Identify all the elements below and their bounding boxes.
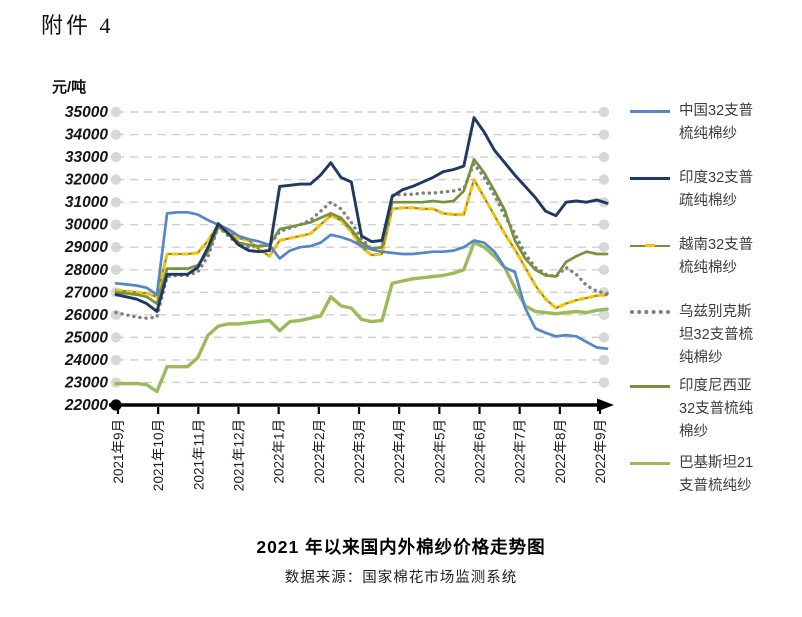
y-axis-unit-label: 元/吨 (52, 79, 87, 96)
chart-legend: 中国32支普 梳纯棉纱 印度32支普 疏纯棉纱 越南32支普 梳纯棉纱乌兹别克斯 坦… (630, 100, 802, 498)
legend-item-uzbekistan: 乌兹别克斯 坦32支普梳 纯棉纱 (630, 301, 802, 370)
x-axis-label: 2021年12月 (232, 419, 247, 491)
x-axis-label: 2022年1月 (272, 419, 287, 484)
x-axis-label: 2022年8月 (553, 419, 568, 484)
chart-title: 2021 年以来国内外棉纱价格走势图 (256, 537, 546, 557)
price-trend-chart: 22000 23000 24000 25000 26000 27000 28000 29000… (64, 104, 614, 491)
legend-swatch-indonesia-icon (630, 384, 670, 389)
svg-text:30000: 30000 (65, 217, 108, 234)
legend-swatch-pakistan-icon (630, 461, 670, 466)
svg-text:33000: 33000 (65, 149, 108, 166)
x-axis-label: 2022年5月 (432, 419, 447, 484)
x-axis-label: 2022年2月 (312, 419, 327, 484)
svg-text:27000: 27000 (64, 284, 108, 301)
source-note: 数据来源：国家棉花市场监测系统 (284, 570, 518, 586)
x-axis-label: 2021年10月 (151, 419, 166, 491)
legend-item-vietnam: 越南32支普 梳纯棉纱 (630, 234, 802, 280)
grid (110, 106, 610, 388)
x-axis-label: 2021年9月 (111, 419, 126, 484)
x-axis (109, 398, 614, 414)
legend-item-china: 中国32支普 梳纯棉纱 (630, 100, 802, 146)
x-axis-label: 2022年3月 (352, 419, 367, 484)
y-axis-labels: 22000 23000 24000 25000 26000 27000 28000 29000… (64, 104, 108, 414)
legend-item-india: 印度32支普 疏纯棉纱 (630, 167, 802, 213)
legend-item-indonesia: 印度尼西亚 32支普梳纯 棉纱 (630, 375, 802, 444)
svg-text:22000: 22000 (64, 397, 108, 414)
series-pakistan (114, 240, 609, 394)
svg-text:35000: 35000 (65, 104, 108, 121)
x-axis-label: 2022年4月 (392, 419, 407, 484)
series-india (114, 116, 609, 313)
svg-text:28000: 28000 (64, 262, 108, 279)
svg-text:29000: 29000 (64, 239, 108, 256)
x-axis-labels: 2021年9月 2021年10月 2021年11月 2021年12月 2022年1月 20… (111, 419, 608, 491)
legend-label-india: 印度32支普 疏纯棉纱 (679, 170, 754, 209)
svg-text:24000: 24000 (64, 352, 108, 369)
svg-text:23000: 23000 (64, 374, 108, 391)
svg-text:32000: 32000 (65, 172, 108, 189)
svg-text:31000: 31000 (65, 194, 108, 211)
legend-item-pakistan: 巴基斯坦21 支普梳纯纱 (630, 452, 802, 498)
legend-label-pakistan: 巴基斯坦21 支普梳纯纱 (679, 455, 754, 494)
x-axis-label: 2022年7月 (513, 419, 528, 484)
legend-swatch-india-icon (630, 176, 670, 181)
legend-label-indonesia: 印度尼西亚 32支普梳纯 棉纱 (679, 378, 754, 440)
legend-label-uzbekistan: 乌兹别克斯 坦32支普梳 纯棉纱 (679, 304, 754, 366)
x-axis-label: 2022年6月 (473, 419, 488, 484)
legend-swatch-china-icon (630, 109, 670, 114)
x-axis-label: 2021年11月 (191, 419, 206, 490)
svg-text:34000: 34000 (65, 127, 108, 144)
x-axis-label: 2022年9月 (593, 419, 608, 484)
attachment-label: 附件 4 (41, 13, 114, 38)
legend-label-china: 中国32支普 梳纯棉纱 (679, 103, 754, 142)
svg-text:26000: 26000 (64, 307, 108, 324)
legend-label-vietnam: 越南32支普 梳纯棉纱 (679, 237, 754, 276)
series-china (114, 210, 609, 351)
series-uzbekistan (114, 162, 609, 320)
legend-swatch-vietnam-icon (630, 243, 670, 248)
svg-text:25000: 25000 (64, 329, 108, 346)
legend-swatch-uzbekistan-icon (630, 310, 670, 315)
